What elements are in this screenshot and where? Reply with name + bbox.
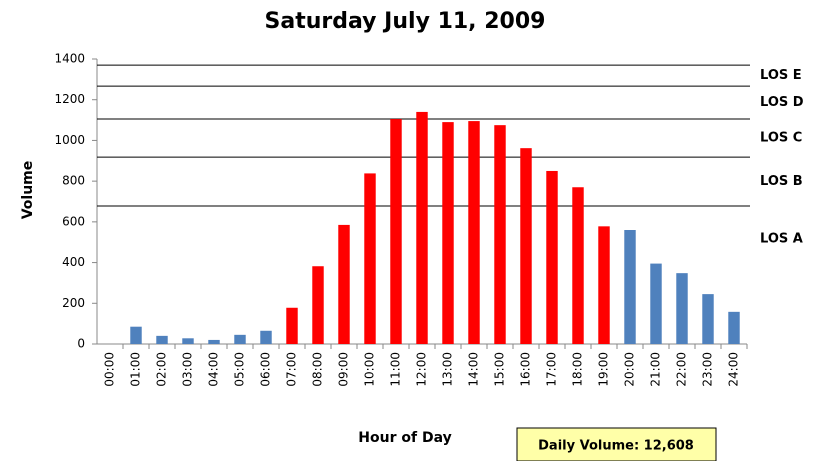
- chart-title: Saturday July 11, 2009: [265, 9, 546, 34]
- y-tick-label: 400: [62, 255, 85, 269]
- bar: [156, 335, 168, 344]
- level-label: LOS E: [760, 68, 802, 83]
- bar: [546, 170, 558, 344]
- bar: [624, 230, 636, 344]
- y-axis-label: Volume: [20, 161, 36, 220]
- y-tick-label: 1400: [54, 52, 85, 66]
- annotation-box: [516, 427, 717, 461]
- x-tick-label: 20:00: [623, 352, 637, 387]
- x-tick-label: 18:00: [571, 352, 585, 387]
- bar: [598, 226, 610, 344]
- x-tick-label: 03:00: [181, 352, 195, 387]
- bar: [338, 224, 350, 344]
- level-label: LOS D: [760, 95, 804, 110]
- y-tick-label: 1000: [54, 133, 85, 147]
- bar: [520, 148, 532, 344]
- bar: [494, 125, 506, 345]
- bar: [468, 121, 480, 344]
- x-tick-label: 11:00: [389, 352, 403, 387]
- x-tick-label: 15:00: [493, 352, 507, 387]
- bar: [208, 339, 220, 344]
- bar: [676, 273, 688, 344]
- bar: [728, 311, 740, 344]
- x-tick-label: 09:00: [337, 352, 351, 387]
- x-tick-label: 16:00: [519, 352, 533, 387]
- bar: [182, 338, 194, 344]
- bar: [702, 294, 714, 344]
- x-tick-label: 19:00: [597, 352, 611, 387]
- bar: [442, 122, 454, 344]
- bar: [130, 326, 142, 344]
- x-tick-label: 06:00: [259, 352, 273, 387]
- x-tick-label: 13:00: [441, 352, 455, 387]
- bar: [364, 173, 376, 344]
- x-tick-label: 12:00: [415, 352, 429, 387]
- x-tick-label: 08:00: [311, 352, 325, 387]
- level-label: LOS B: [760, 174, 803, 189]
- y-tick-label: 200: [62, 296, 85, 310]
- x-tick-label: 14:00: [467, 352, 481, 387]
- level-label: LOS A: [760, 231, 803, 246]
- x-tick-label: 17:00: [545, 352, 559, 387]
- bar: [390, 119, 402, 344]
- x-tick-label: 05:00: [233, 352, 247, 387]
- bar: [650, 263, 662, 344]
- x-axis-label: Hour of Day: [358, 430, 451, 446]
- y-tick-label: 800: [62, 174, 85, 188]
- y-tick-label: 1200: [54, 92, 85, 106]
- y-tick-label: 600: [62, 214, 85, 228]
- x-tick-label: 21:00: [649, 352, 663, 387]
- bar: [234, 334, 246, 344]
- x-tick-label: 24:00: [727, 352, 741, 387]
- bar: [260, 330, 272, 344]
- x-tick-label: 00:00: [103, 352, 117, 387]
- x-tick-label: 04:00: [207, 352, 221, 387]
- bar: [572, 187, 584, 344]
- x-tick-label: 10:00: [363, 352, 377, 387]
- bar: [312, 266, 324, 344]
- x-tick-label: 01:00: [129, 352, 143, 387]
- x-tick-label: 02:00: [155, 352, 169, 387]
- annotation: Daily Volume: 12,608: [538, 439, 694, 454]
- x-tick-label: 22:00: [675, 352, 689, 387]
- x-tick-label: 07:00: [285, 352, 299, 387]
- level-label: LOS C: [760, 131, 802, 146]
- bar: [286, 307, 298, 344]
- y-tick-label: 0: [77, 337, 85, 351]
- bar: [416, 111, 428, 344]
- x-tick-label: 23:00: [701, 352, 715, 387]
